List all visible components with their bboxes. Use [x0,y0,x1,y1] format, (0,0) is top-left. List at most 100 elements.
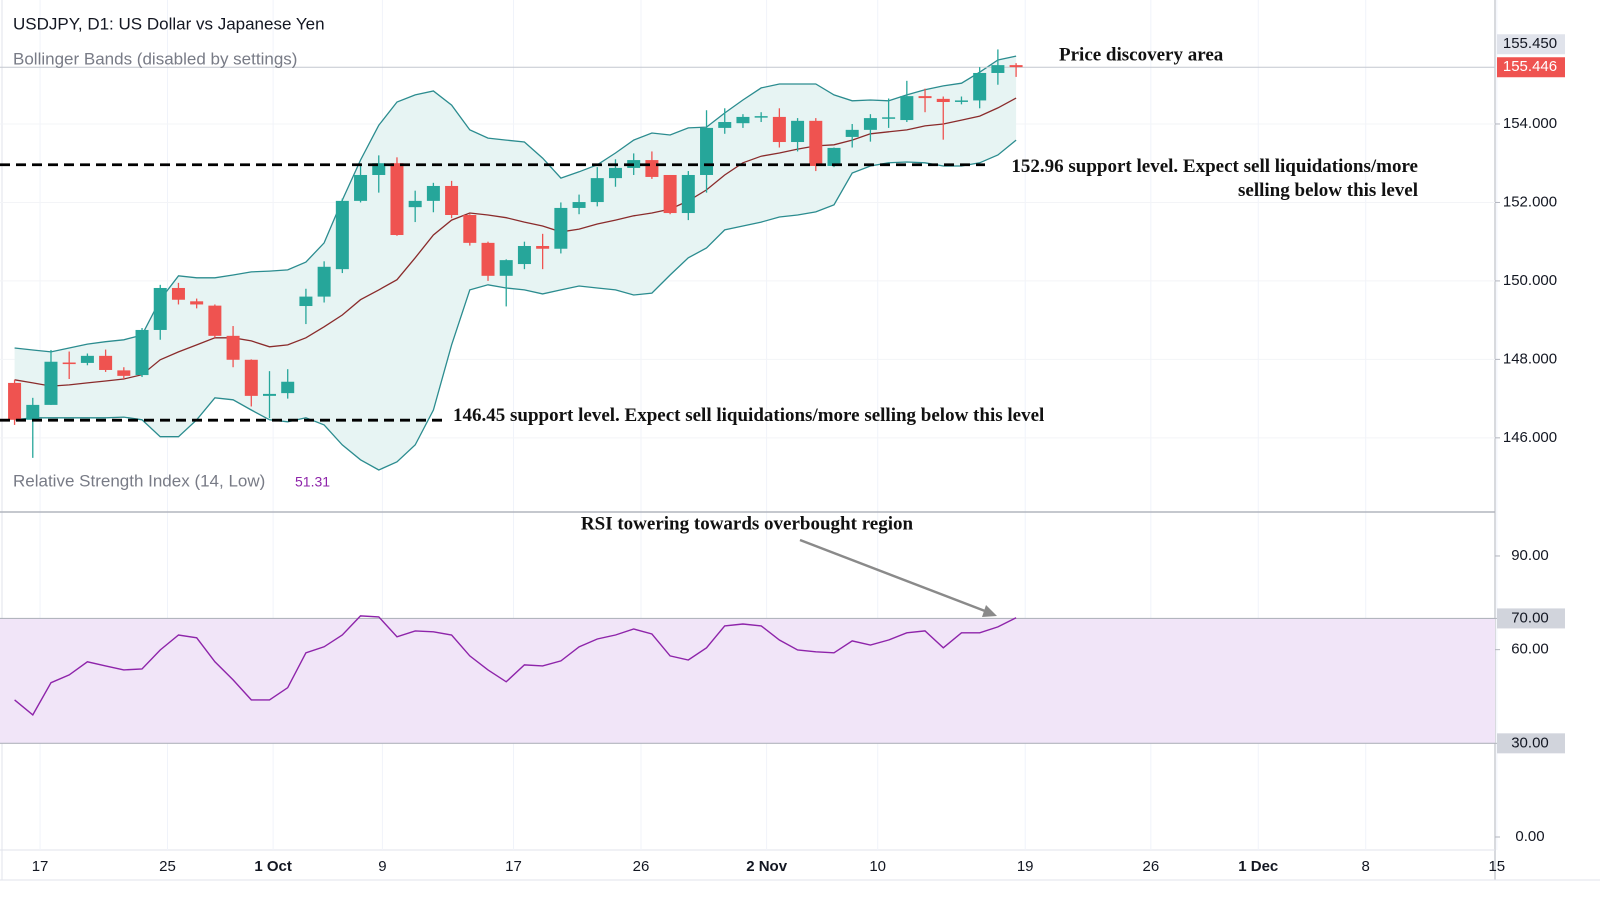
y-tick-label: 152.000 [1503,193,1557,210]
candle-body [590,178,604,203]
last-price-label: 155.446 [1503,58,1557,75]
candle-body [390,163,404,236]
candle-body [299,296,313,307]
candle-body [8,382,22,420]
y-tick-label: 154.000 [1503,115,1557,132]
candle-body [1009,65,1023,68]
candle-body [754,116,768,118]
rsi-band [0,618,1495,744]
candle-body [463,215,477,243]
candle-body [153,287,167,330]
candle-body [791,120,805,143]
candle-body [517,245,531,265]
x-tick-label: 2 Nov [746,858,788,875]
support-label: 146.45 support level. Expect sell liquid… [453,406,1044,427]
candle-body [317,266,331,297]
y-tick-label: 90.00 [1511,547,1549,564]
x-tick-label: 19 [1017,858,1034,875]
last-price-box [1497,57,1565,78]
support-label: 152.96 support level. Expect sell liquid… [1011,156,1418,201]
y-tick-box [1497,608,1565,629]
candle-body [536,245,550,249]
candle-body [608,167,622,179]
y-tick-label: 146.000 [1503,429,1557,446]
y-tick-label: 148.000 [1503,350,1557,367]
support-label-line: 152.96 support level. Expect sell liquid… [1011,156,1418,177]
candle-body [700,127,714,175]
candle-body [736,116,750,124]
candle-body [991,65,1005,73]
candle-body [936,98,950,103]
candle-body [354,174,368,201]
candle-body [208,305,222,336]
candle-body [335,200,349,270]
rsi-title: Relative Strength Index (14, Low) [13,471,265,490]
candle-body [572,202,586,208]
indicator-label: Bollinger Bands (disabled by settings) [13,49,297,68]
y-tick-label: 30.00 [1511,734,1549,751]
annotation-arrow-head [982,605,997,617]
candle-body [117,370,131,376]
candle-body [554,207,568,249]
price-label: 155.450 [1503,35,1557,52]
band-fill [14,56,1017,470]
y-tick-label: 60.00 [1511,641,1549,658]
x-tick-label: 15 [1488,858,1505,875]
candle-body [426,185,440,201]
x-tick-label: 26 [633,858,650,875]
chart-title: USDJPY, D1: US Dollar vs Japanese Yen [13,14,325,33]
candle-body [681,174,695,214]
candle-body [171,287,185,300]
y-tick-label: 0.00 [1515,828,1544,845]
candle-body [900,96,914,121]
x-tick-label: 9 [378,858,386,875]
candle-body [954,100,968,102]
candle-body [281,381,295,394]
candle-body [244,359,258,396]
y-tick-box [1497,733,1565,754]
candle-body [845,129,859,137]
candle-body [26,404,40,420]
band-basis [14,97,1017,387]
rsi-line [14,615,1017,716]
candle-body [190,301,204,305]
x-tick-label: 1 Oct [254,858,292,875]
x-tick-label: 8 [1362,858,1370,875]
candle-body [973,72,987,101]
band-lower [14,139,1017,471]
candle-body [918,96,932,99]
candle-body [99,355,113,370]
candle-body [135,329,149,376]
x-tick-label: 17 [32,858,49,875]
x-tick-label: 26 [1142,858,1159,875]
x-tick-label: 25 [159,858,176,875]
y-tick-label: 150.000 [1503,272,1557,289]
y-tick-label: 70.00 [1511,609,1549,626]
candle-body [80,355,94,363]
support-label-line: 146.45 support level. Expect sell liquid… [453,406,1044,427]
candle-body [718,122,732,128]
support-label-line: selling below this level [1238,180,1418,201]
candle-body [62,362,76,365]
price-label-box [1497,34,1565,55]
candle-body [882,117,896,119]
candle-body [481,242,495,276]
candle-body [863,118,877,130]
candle-body [226,335,240,360]
candle-body [408,200,422,208]
candle-body [827,147,841,166]
candle-body [372,163,386,175]
rsi-value: 51.31 [295,474,330,490]
candle-body [663,174,677,214]
band-upper [14,55,1017,353]
annotation: Price discovery area [1059,44,1224,65]
x-tick-label: 10 [869,858,886,875]
candle-body [645,160,659,177]
candle-body [772,116,786,143]
candle-body [263,393,277,396]
x-tick-label: 17 [505,858,522,875]
candle-body [499,260,513,276]
x-tick-label: 1 Dec [1238,858,1278,875]
candle-body [44,361,58,405]
